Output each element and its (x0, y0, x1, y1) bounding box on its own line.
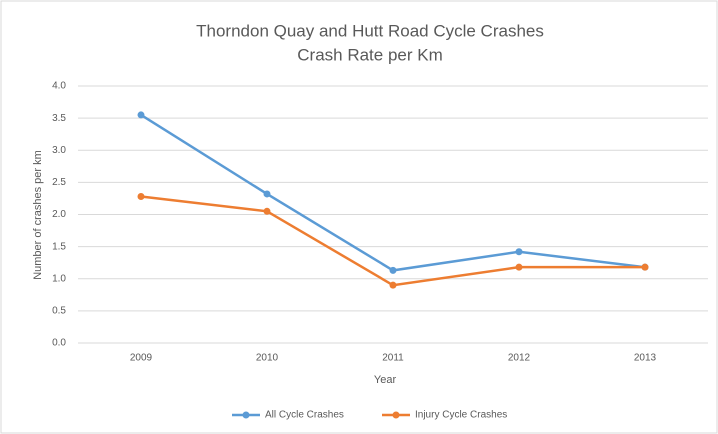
y-tick-label: 1.0 (52, 273, 66, 284)
chart-title: Thorndon Quay and Hutt Road Cycle Crashe… (196, 21, 544, 40)
legend-label: Injury Cycle Crashes (415, 410, 507, 421)
legend-label: All Cycle Crashes (265, 410, 344, 421)
x-tick-label: 2013 (634, 353, 657, 364)
y-tick-label: 0.5 (52, 306, 66, 317)
data-point (389, 266, 397, 274)
y-tick-label: 2.5 (52, 177, 66, 188)
legend-marker (242, 411, 250, 419)
data-point (263, 207, 271, 215)
data-point (515, 248, 523, 256)
data-point (137, 193, 145, 201)
legend-marker (392, 411, 400, 419)
data-point (389, 281, 397, 289)
data-point (137, 111, 145, 119)
y-tick-label: 4.0 (52, 81, 66, 92)
data-point (641, 263, 649, 271)
x-axis-title: Year (374, 374, 397, 386)
x-tick-label: 2009 (130, 353, 153, 364)
y-axis-title: Number of crashes per km (32, 150, 44, 280)
y-tick-label: 1.5 (52, 241, 66, 252)
data-point (263, 190, 271, 198)
data-point (515, 263, 523, 271)
x-tick-label: 2011 (382, 353, 404, 364)
y-tick-label: 0.0 (52, 338, 66, 349)
y-tick-label: 2.0 (52, 209, 66, 220)
x-tick-label: 2012 (508, 353, 531, 364)
y-tick-label: 3.5 (52, 113, 66, 124)
chart-subtitle: Crash Rate per Km (297, 45, 443, 64)
y-tick-label: 3.0 (52, 145, 66, 156)
x-tick-label: 2010 (256, 353, 279, 364)
